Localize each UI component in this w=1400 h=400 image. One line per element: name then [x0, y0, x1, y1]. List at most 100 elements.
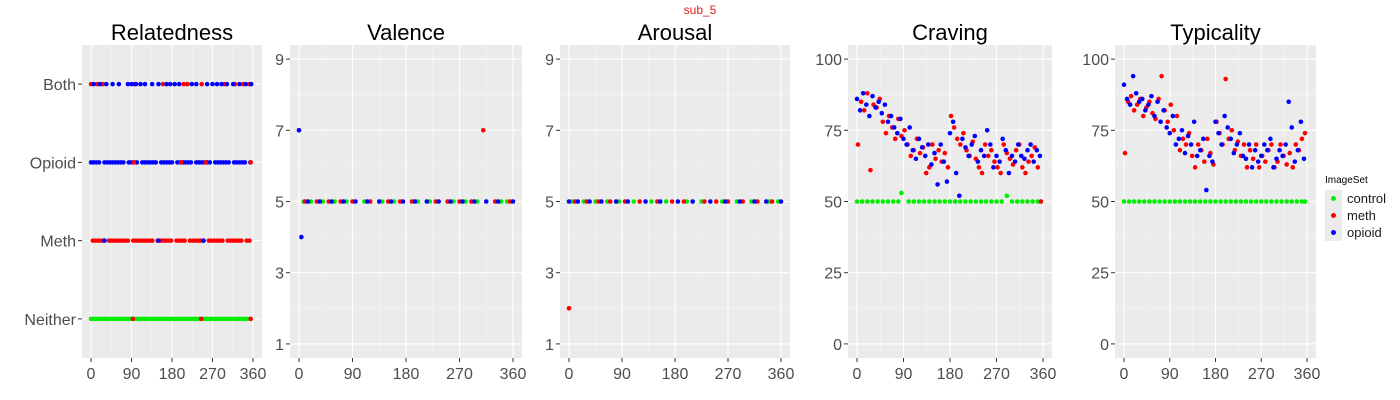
- data-point-opioid: [317, 199, 323, 204]
- data-point-opioid: [1228, 136, 1234, 142]
- data-point-opioid: [778, 199, 784, 204]
- data-point-meth: [883, 130, 889, 136]
- data-point-opioid: [91, 81, 96, 87]
- data-point-opioid: [950, 119, 956, 125]
- data-point-meth: [954, 136, 960, 142]
- data-point-opioid: [460, 199, 465, 204]
- data-point-opioid: [879, 110, 885, 116]
- data-point-meth: [1229, 127, 1235, 133]
- tick-label-x: 360: [1030, 366, 1057, 383]
- data-point-meth: [892, 136, 898, 142]
- data-point-opioid: [1167, 130, 1173, 136]
- data-point-control: [1264, 199, 1269, 204]
- data-point-opioid: [472, 199, 477, 204]
- data-point-opioid: [1037, 153, 1043, 159]
- data-point-meth: [149, 238, 155, 243]
- data-point-opioid: [737, 199, 743, 204]
- data-point-opioid: [1204, 187, 1209, 193]
- data-point-opioid: [204, 81, 210, 87]
- data-point-opioid: [201, 238, 206, 243]
- data-point-opioid: [1185, 133, 1191, 139]
- data-point-meth: [995, 165, 1000, 170]
- data-point-control: [1208, 199, 1213, 204]
- data-point-opioid: [1222, 113, 1227, 119]
- data-point-control: [1020, 199, 1025, 204]
- tick-label-y: 7: [545, 123, 554, 140]
- data-point-opioid: [981, 153, 987, 159]
- data-point-opioid: [1210, 159, 1215, 164]
- data-point-meth: [917, 150, 923, 156]
- data-point-opioid: [752, 199, 757, 204]
- data-point-opioid: [978, 147, 984, 153]
- data-point-control: [1258, 199, 1264, 204]
- data-point-control: [1248, 199, 1254, 204]
- data-point-opioid: [219, 81, 224, 87]
- data-point-opioid: [922, 153, 928, 159]
- data-point-control: [1213, 199, 1218, 204]
- data-point-opioid: [891, 125, 897, 130]
- data-point-opioid: [657, 199, 663, 204]
- data-point-opioid: [1194, 153, 1200, 159]
- data-point-control: [1289, 199, 1295, 204]
- tick-label-x: 0: [295, 366, 304, 383]
- data-point-opioid: [1219, 142, 1224, 147]
- data-point-control: [854, 199, 860, 204]
- data-point-meth: [130, 316, 136, 322]
- data-point-opioid: [1176, 136, 1182, 142]
- data-point-meth: [769, 199, 775, 204]
- data-point-opioid: [1009, 153, 1015, 159]
- data-point-opioid: [448, 199, 453, 204]
- data-point-opioid: [230, 81, 236, 87]
- tick-label-y: 7: [275, 123, 284, 140]
- data-point-control: [983, 199, 989, 204]
- data-point-opioid: [882, 102, 888, 107]
- data-point-opioid: [1216, 130, 1221, 136]
- data-point-opioid: [1012, 159, 1018, 164]
- data-point-control: [906, 199, 911, 204]
- data-point-meth: [185, 81, 190, 87]
- tick-label-x: 0: [565, 366, 574, 383]
- data-point-opioid: [129, 81, 134, 87]
- tick-label-x: 180: [662, 366, 689, 383]
- data-point-meth: [1250, 156, 1256, 162]
- legend-dot-meth: [1331, 213, 1336, 218]
- tick-label-x: 0: [853, 366, 862, 383]
- data-point-meth: [1141, 113, 1146, 119]
- tick-label-x: 270: [715, 366, 742, 383]
- data-point-meth: [1171, 127, 1177, 133]
- data-point-control: [1253, 199, 1259, 204]
- tick-label-y: 3: [275, 266, 284, 283]
- data-point-opioid: [483, 199, 489, 204]
- data-point-opioid: [1271, 165, 1276, 170]
- data-point-control: [1121, 199, 1127, 204]
- data-point-opioid: [133, 81, 139, 87]
- data-point-meth: [1174, 113, 1180, 119]
- data-point-opioid: [910, 147, 916, 153]
- data-point-opioid: [149, 81, 155, 87]
- tick-label-x: 90: [895, 366, 913, 383]
- data-point-opioid: [248, 81, 254, 87]
- data-point-meth: [902, 127, 907, 133]
- data-point-opioid: [1006, 170, 1012, 176]
- data-point-meth: [1026, 159, 1031, 164]
- data-point-meth: [1290, 165, 1296, 170]
- data-point-meth: [248, 160, 254, 165]
- data-point-meth: [1183, 142, 1189, 147]
- data-point-control: [999, 199, 1004, 204]
- tick-label-x: 180: [937, 366, 964, 383]
- data-point-opioid: [643, 199, 648, 204]
- legend-swatch-opioid: [1325, 224, 1342, 241]
- data-point-opioid: [1000, 136, 1005, 142]
- data-point-meth: [1023, 170, 1028, 176]
- data-point-control: [1167, 199, 1173, 204]
- data-point-meth: [1013, 147, 1019, 153]
- data-point-meth: [933, 156, 938, 162]
- tick-label-y: Both: [43, 77, 76, 94]
- data-point-opioid: [1237, 130, 1243, 136]
- data-point-meth: [948, 113, 954, 119]
- data-point-meth: [930, 142, 935, 147]
- data-point-opioid: [1225, 125, 1230, 130]
- data-point-meth: [178, 160, 184, 165]
- data-point-opioid: [376, 199, 382, 204]
- data-point-opioid: [873, 105, 878, 110]
